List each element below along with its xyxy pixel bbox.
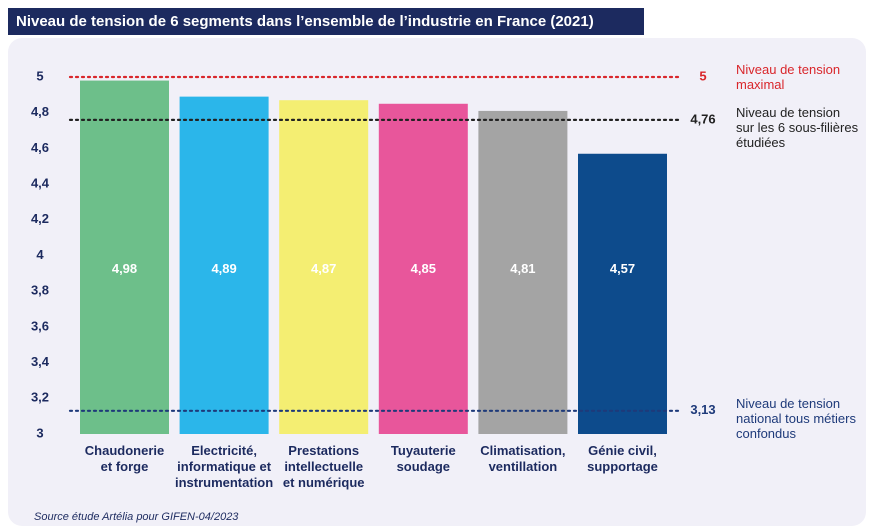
x-tick-label: Chaudonerie et forge (85, 443, 164, 474)
reference-description: Niveau de tension sur les 6 sous-filières… (736, 105, 859, 150)
reference-description-line: confondus (736, 426, 796, 441)
y-tick-label: 3 (36, 425, 43, 440)
reference-value: 5 (699, 68, 706, 83)
reference-description-line: maximal (736, 77, 785, 92)
value-label: 4,85 (411, 261, 436, 276)
x-tick-line: Prestations (288, 443, 359, 458)
reference-description-line: étudiées (736, 135, 786, 150)
x-tick-label: Climatisation, ventillation (480, 443, 565, 474)
x-tick-line: et forge (101, 459, 149, 474)
reference-description-line: Niveau de tension (736, 396, 840, 411)
bar (179, 96, 269, 434)
x-tick-line: supportage (587, 459, 658, 474)
x-tick-label: Tuyauterie soudage (391, 443, 456, 474)
reference-description-line: Niveau de tension (736, 62, 840, 77)
x-tick-line: et numérique (283, 475, 365, 490)
bar (578, 153, 667, 434)
value-label: 4,89 (211, 261, 236, 276)
y-tick-label: 5 (36, 68, 43, 83)
reference-value: 4,76 (690, 111, 715, 126)
value-label: 4,81 (510, 261, 535, 276)
x-tick-label: Electricité, informatique et instrumentati… (175, 443, 273, 490)
chart-title: Niveau de tension de 6 segments dans l’e… (16, 13, 594, 30)
y-tick-label: 4,6 (31, 140, 49, 155)
y-tick-label: 3,8 (31, 283, 49, 298)
value-label: 4,87 (311, 261, 336, 276)
x-tick-line: Climatisation, (480, 443, 565, 458)
reference-description: Niveau de tension national tous métiers co… (736, 396, 856, 441)
reference-description: Niveau de tension maximal (736, 62, 840, 92)
reference-description-line: national tous métiers (736, 411, 856, 426)
y-tick-label: 4 (36, 247, 44, 262)
x-tick-label: Génie civil, supportage (587, 443, 658, 474)
x-tick-line: informatique et (177, 459, 272, 474)
x-tick-line: intellectuelle (284, 459, 363, 474)
y-tick-label: 3,6 (31, 318, 49, 333)
reference-value: 3,13 (690, 402, 715, 417)
x-tick-line: Tuyauterie (391, 443, 456, 458)
bar (378, 103, 468, 435)
bar (80, 80, 169, 434)
y-tick-label: 3,4 (31, 354, 50, 369)
x-tick-label: Prestations intellectuelle et numérique (283, 443, 365, 490)
y-tick-label: 3,2 (31, 390, 49, 405)
y-tick-label: 4,8 (31, 104, 49, 119)
title-banner (8, 8, 644, 35)
reference-description-line: Niveau de tension (736, 105, 840, 120)
x-tick-line: Chaudonerie (85, 443, 164, 458)
bar (279, 100, 369, 434)
bar (478, 110, 568, 434)
source: Source étude Artélia pour GIFEN-04/2023 (34, 511, 239, 523)
value-label: 4,98 (112, 261, 137, 276)
x-tick-line: Génie civil, (588, 443, 657, 458)
value-label: 4,57 (610, 261, 635, 276)
reference-description-line: sur les 6 sous-filières (736, 120, 859, 135)
x-tick-line: soudage (397, 459, 450, 474)
x-tick-line: instrumentation (175, 475, 273, 490)
y-tick-label: 4,2 (31, 211, 49, 226)
y-tick-label: 4,4 (31, 176, 50, 191)
x-tick-line: ventillation (489, 459, 558, 474)
x-tick-line: Electricité, (191, 443, 257, 458)
